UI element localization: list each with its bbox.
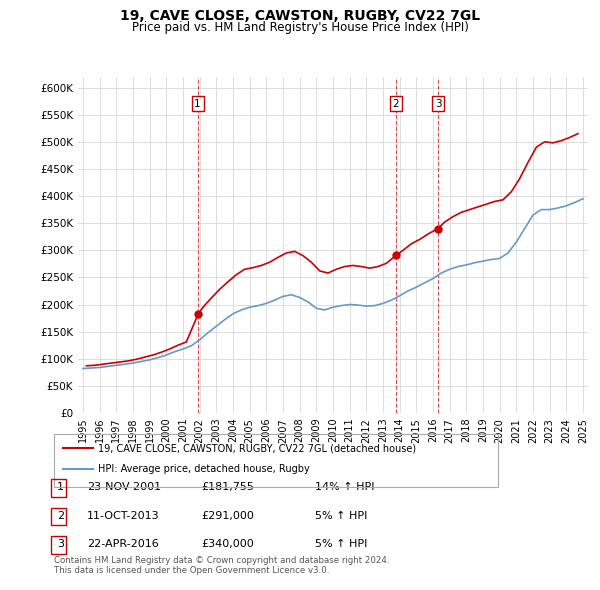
- Text: 1: 1: [57, 483, 64, 493]
- Text: 5% ↑ HPI: 5% ↑ HPI: [315, 539, 367, 549]
- Text: 3: 3: [435, 99, 442, 109]
- Text: 5% ↑ HPI: 5% ↑ HPI: [315, 511, 367, 521]
- Text: HPI: Average price, detached house, Rugby: HPI: Average price, detached house, Rugb…: [98, 464, 310, 474]
- Text: £340,000: £340,000: [201, 539, 254, 549]
- Text: 1: 1: [194, 99, 201, 109]
- Text: 23-NOV-2001: 23-NOV-2001: [87, 483, 161, 493]
- Text: Price paid vs. HM Land Registry's House Price Index (HPI): Price paid vs. HM Land Registry's House …: [131, 21, 469, 34]
- Text: 14% ↑ HPI: 14% ↑ HPI: [315, 483, 374, 493]
- Text: 22-APR-2016: 22-APR-2016: [87, 539, 159, 549]
- Text: 19, CAVE CLOSE, CAWSTON, RUGBY, CV22 7GL: 19, CAVE CLOSE, CAWSTON, RUGBY, CV22 7GL: [120, 9, 480, 23]
- Text: 11-OCT-2013: 11-OCT-2013: [87, 511, 160, 521]
- Text: 19, CAVE CLOSE, CAWSTON, RUGBY, CV22 7GL (detached house): 19, CAVE CLOSE, CAWSTON, RUGBY, CV22 7GL…: [98, 444, 416, 453]
- Text: £291,000: £291,000: [201, 511, 254, 521]
- Text: £181,755: £181,755: [201, 483, 254, 493]
- Text: Contains HM Land Registry data © Crown copyright and database right 2024.
This d: Contains HM Land Registry data © Crown c…: [54, 556, 389, 575]
- Text: 2: 2: [392, 99, 399, 109]
- Text: 3: 3: [57, 539, 64, 549]
- Text: 2: 2: [57, 511, 64, 521]
